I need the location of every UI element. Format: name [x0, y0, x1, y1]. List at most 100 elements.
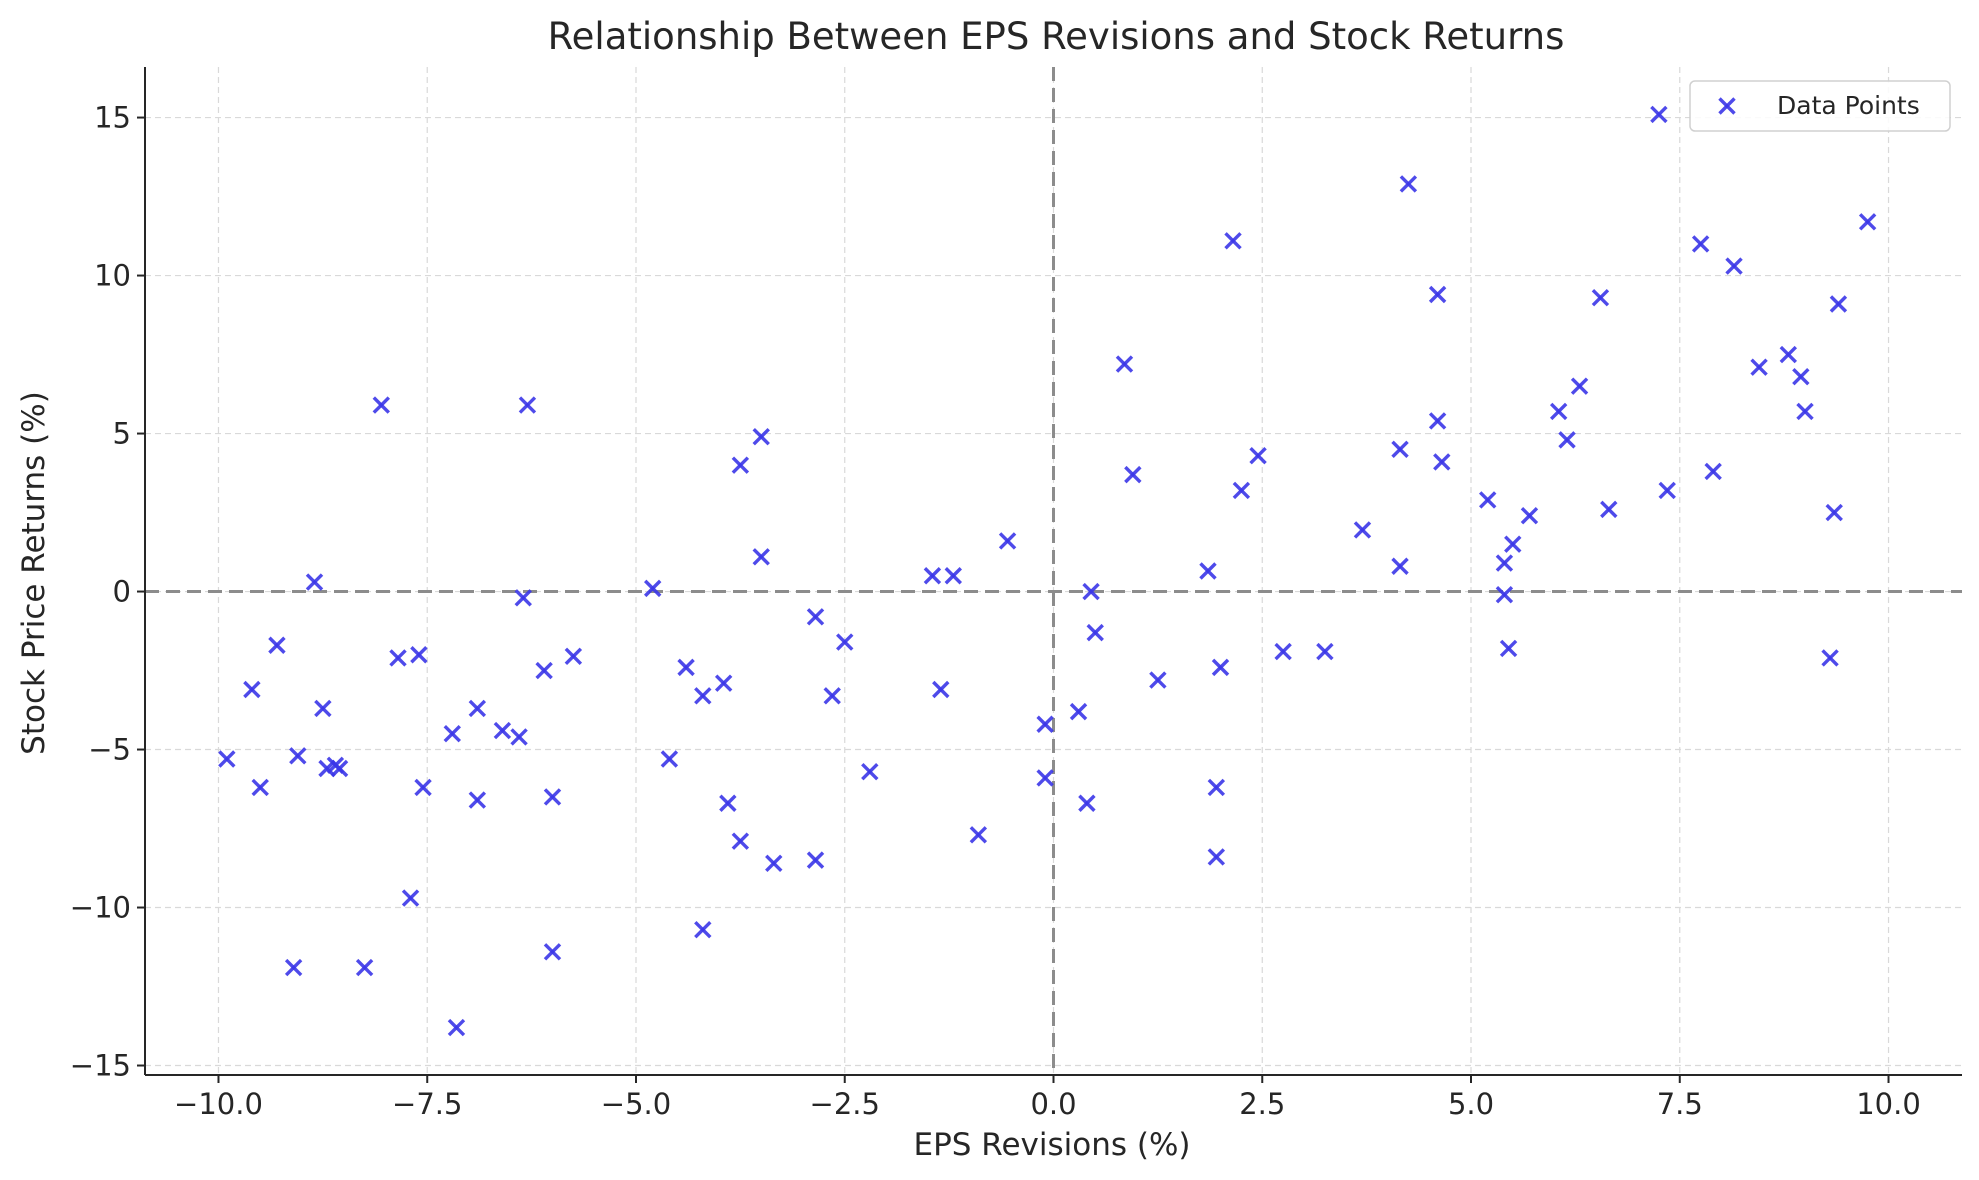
data-point-stroke: [284, 958, 303, 977]
data-point: [1391, 557, 1409, 575]
data-point: [1433, 453, 1451, 471]
data-point: [284, 958, 303, 977]
data-point: [1249, 446, 1267, 465]
data-point-stroke: [752, 548, 770, 566]
data-point-stroke: [1086, 623, 1104, 642]
data-point: [765, 854, 783, 872]
legend-marker-x-icon: [1718, 97, 1736, 115]
data-point-stroke: [1792, 367, 1810, 386]
data-point: [414, 778, 432, 797]
data-point-stroke: [1232, 481, 1251, 500]
data-point: [535, 661, 553, 680]
data-point-stroke: [414, 778, 432, 797]
data-point: [389, 649, 407, 667]
data-point-stroke: [806, 851, 825, 869]
data-point: [998, 532, 1017, 550]
data-point-stroke: [1691, 235, 1710, 253]
data-point-stroke: [543, 943, 562, 961]
data-point-stroke: [1779, 345, 1798, 364]
data-point: [1704, 462, 1722, 481]
data-point-stroke: [1549, 402, 1568, 421]
data-point-stroke: [1570, 377, 1589, 395]
data-point: [1479, 491, 1497, 509]
data-point-stroke: [1036, 769, 1054, 787]
data-point-stroke: [1124, 465, 1142, 484]
x-tick-label: 5.0: [1448, 1087, 1494, 1121]
y-tick-label: −10: [70, 891, 131, 925]
data-point-stroke: [1658, 481, 1676, 500]
y-tick-label: −5: [88, 733, 131, 767]
data-point: [305, 573, 324, 591]
data-point-stroke: [1650, 105, 1668, 124]
y-tick-label: −15: [70, 1049, 131, 1083]
data-point-stroke: [1495, 554, 1514, 572]
data-point: [1353, 521, 1372, 539]
data-point-stroke: [389, 649, 407, 667]
data-point-stroke: [1274, 642, 1292, 661]
data-point-stroke: [1725, 257, 1743, 275]
data-point: [543, 788, 562, 806]
data-point: [1825, 503, 1843, 522]
data-point: [1549, 402, 1568, 421]
y-axis-title: Stock Price Returns (%): [16, 391, 52, 755]
data-point-stroke: [932, 680, 950, 699]
data-point-stroke: [1479, 491, 1497, 509]
data-point-stroke: [268, 636, 286, 654]
data-point: [1499, 639, 1518, 658]
data-point: [923, 567, 942, 585]
data-point: [1232, 481, 1251, 500]
data-point: [268, 636, 286, 654]
data-point: [836, 633, 854, 651]
data-point: [1069, 702, 1088, 721]
data-point-stroke: [1499, 639, 1518, 658]
data-point-stroke: [535, 661, 553, 680]
data-point: [355, 958, 374, 977]
data-point-stroke: [861, 762, 879, 781]
data-point-stroke: [1224, 232, 1242, 250]
data-point: [752, 548, 770, 566]
x-tick-label: 0.0: [1030, 1087, 1076, 1121]
data-point-stroke: [1078, 794, 1096, 812]
legend-label: Data Points: [1777, 91, 1920, 120]
y-tick-label: 5: [113, 417, 131, 451]
data-point: [944, 567, 962, 585]
data-point-stroke: [1704, 462, 1722, 481]
data-point-stroke: [355, 958, 374, 977]
data-point: [1078, 794, 1096, 812]
data-point: [330, 759, 349, 778]
data-point-stroke: [1495, 585, 1514, 604]
data-point: [1570, 377, 1589, 395]
data-point: [861, 762, 879, 781]
tick-labels: −10.0 −7.5 −5.0 −2.5 0.0 2.5 5.0 7.5 10.0 −15 −10 −…: [70, 101, 1921, 1121]
chart-title: Relationship Between EPS Revisions and S…: [548, 15, 1565, 58]
data-point-stroke: [1600, 500, 1618, 519]
data-point: [518, 396, 537, 414]
data-point: [1399, 175, 1418, 193]
data-point-stroke: [468, 791, 487, 809]
data-point-stroke: [1428, 285, 1447, 304]
data-point-stroke: [243, 680, 261, 699]
x-tick-label: 2.5: [1239, 1087, 1285, 1121]
data-point-stroke: [1504, 535, 1522, 553]
data-point: [677, 658, 695, 677]
data-point-stroke: [1036, 715, 1054, 733]
data-point-stroke: [410, 646, 428, 664]
data-point-stroke: [806, 608, 825, 626]
data-point: [243, 680, 261, 699]
data-point: [1082, 582, 1100, 601]
data-point: [1591, 288, 1610, 307]
data-point-stroke: [218, 750, 236, 768]
data-point-stroke: [514, 589, 532, 607]
data-point: [1779, 345, 1798, 364]
data-point: [806, 851, 825, 869]
data-points: [218, 105, 1877, 1037]
reference-lines: [145, 67, 1962, 1075]
data-point: [714, 674, 733, 692]
data-point-stroke: [1149, 671, 1167, 689]
data-point: [1725, 257, 1743, 275]
data-point-stroke: [564, 647, 583, 666]
data-point-stroke: [1199, 562, 1217, 580]
data-point-stroke: [1796, 402, 1814, 421]
data-point: [314, 699, 332, 718]
data-point: [372, 396, 391, 414]
